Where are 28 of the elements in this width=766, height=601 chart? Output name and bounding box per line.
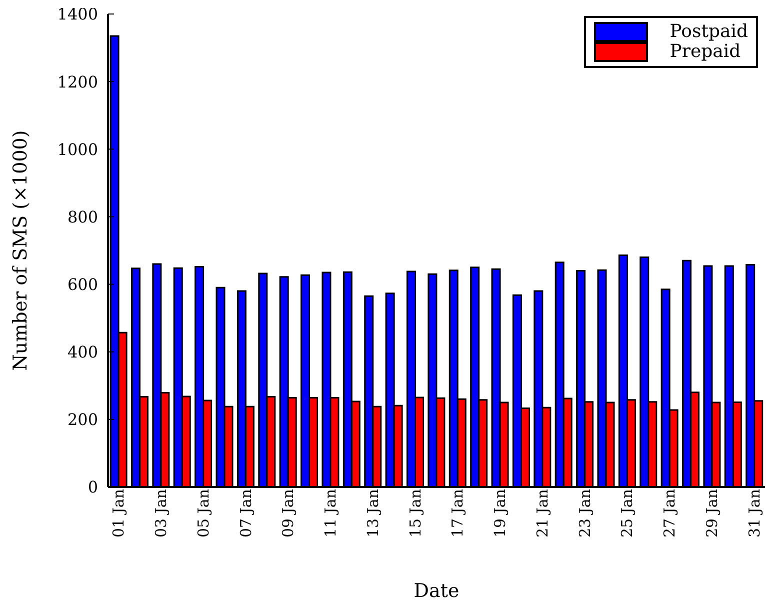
y-axis-title: Number of SMS (×1000) (10, 130, 32, 371)
x-tick-label: 15 Jan (406, 488, 424, 538)
y-tick-label: 1000 (57, 140, 98, 159)
x-tick-label: 23 Jan (576, 488, 594, 538)
y-tick-label: 200 (67, 410, 98, 430)
y-tick-label: 1400 (57, 4, 98, 24)
x-tick-label: 29 Jan (703, 488, 722, 538)
x-tick-label: 11 Jan (322, 488, 340, 538)
x-tick-label: 07 Jan (236, 488, 255, 538)
x-tick-label: 05 Jan (194, 488, 212, 538)
x-tick-label: 21 Jan (533, 488, 552, 538)
legend-label: Prepaid (670, 41, 741, 62)
x-tick-label: 13 Jan (364, 488, 382, 538)
x-tick-label: 27 Jan (660, 488, 679, 538)
x-tick-label: 17 Jan (448, 488, 467, 538)
x-tick-label: 01 Jan (110, 488, 128, 538)
x-axis-title: Date (414, 580, 460, 601)
y-tick-label: 800 (67, 207, 98, 226)
x-tick-label: 19 Jan (491, 488, 510, 538)
legend-label: Postpaid (670, 21, 748, 42)
y-tick-label: 1200 (57, 72, 98, 92)
x-tick-label: 25 Jan (618, 488, 636, 538)
x-tick-label: 03 Jan (152, 488, 170, 538)
y-tick-label: 600 (67, 274, 98, 294)
y-tick-label: 0 (88, 478, 98, 497)
x-tick-label: 09 Jan (279, 488, 298, 538)
y-tick-label: 400 (67, 342, 98, 362)
x-tick-label: 31 Jan (745, 488, 764, 538)
